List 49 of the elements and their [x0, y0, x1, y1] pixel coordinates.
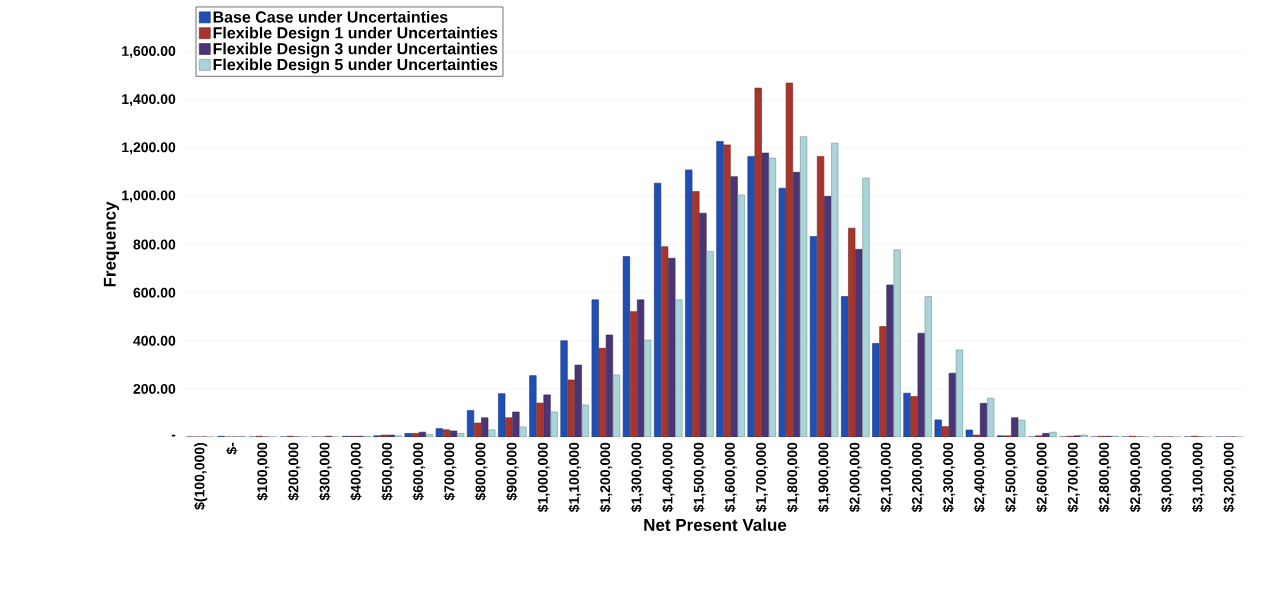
x-tick-label: $1,900,000	[817, 442, 831, 513]
x-tick-label: $1,100,000	[568, 442, 581, 513]
x-tick-label: $600,000	[412, 442, 426, 501]
x-tick-label: $1,800,000	[786, 442, 800, 513]
x-axis-title: Net Present Value	[644, 518, 787, 531]
legend-label: Base Case under Uncertainties	[213, 10, 448, 23]
x-tick-label: $2,500,000	[1004, 442, 1018, 513]
x-tick-label: $2,000,000	[849, 442, 862, 513]
y-tick-label: 1,600.00	[122, 46, 176, 58]
legend-label: Flexible Design 1 under Uncertainties	[213, 26, 498, 42]
x-tick-label: $3,200,000	[1223, 442, 1236, 513]
y-tick-label: 600.00	[133, 287, 176, 298]
x-tick-label: $900,000	[506, 442, 519, 501]
x-tick-label: $800,000	[474, 442, 488, 501]
x-tick-label: $1,600,000	[724, 442, 737, 513]
x-tick-label: $(100,000)	[193, 442, 208, 510]
y-tick-label: 800.00	[133, 239, 176, 250]
y-axis-title: Frequency	[103, 201, 120, 287]
x-tick-label: $-	[226, 442, 238, 455]
x-tick-label: $200,000	[287, 442, 301, 501]
x-tick-label: $3,100,000	[1191, 442, 1205, 513]
legend-label: Flexible Design 3 under Uncertainties	[213, 42, 498, 58]
x-tick-label: $1,400,000	[661, 442, 675, 513]
x-tick-label: $2,300,000	[942, 442, 956, 513]
y-tick-label: 1,200.00	[122, 142, 176, 155]
x-tick-label: $2,600,000	[1036, 442, 1049, 513]
y-tick-label: -	[171, 434, 176, 437]
x-tick-label: $2,200,000	[911, 442, 924, 513]
x-tick-label: $2,700,000	[1067, 442, 1080, 513]
y-tick-label: 400.00	[133, 335, 176, 346]
x-tick-label: $700,000	[443, 442, 457, 501]
x-tick-label: $3,000,000	[1160, 442, 1174, 513]
x-tick-label: $1,200,000	[599, 442, 613, 513]
x-tick-label: $2,400,000	[973, 442, 987, 513]
x-tick-label: $400,000	[350, 442, 363, 501]
x-tick-label: $2,900,000	[1129, 442, 1143, 513]
legend-label: Flexible Design 5 under Uncertainties	[213, 58, 498, 74]
x-tick-label: $1,300,000	[630, 442, 644, 513]
x-tick-label: $2,100,000	[880, 442, 893, 513]
x-tick-label: $1,000,000	[537, 442, 550, 513]
y-tick-label: 200.00	[133, 383, 176, 394]
x-tick-label: $1,500,000	[693, 442, 706, 513]
y-tick-label: 1,400.00	[122, 94, 176, 107]
x-tick-label: $1,700,000	[755, 442, 769, 513]
x-tick-label: $500,000	[381, 442, 394, 501]
y-tick-label: 1,000.00	[122, 190, 176, 203]
x-tick-label: $100,000	[256, 442, 270, 501]
x-tick-label: $300,000	[319, 442, 332, 501]
x-tick-label: $2,800,000	[1098, 442, 1111, 513]
